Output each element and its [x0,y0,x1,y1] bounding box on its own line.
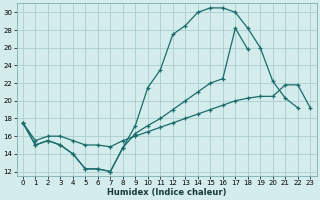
X-axis label: Humidex (Indice chaleur): Humidex (Indice chaleur) [107,188,226,197]
